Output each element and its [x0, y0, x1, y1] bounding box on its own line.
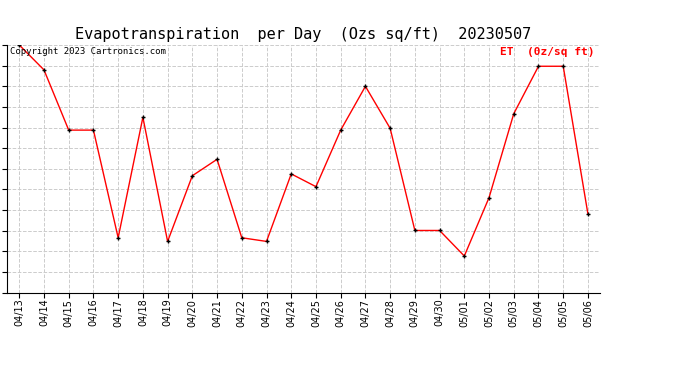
Point — [162, 238, 173, 244]
Point — [335, 127, 346, 133]
Point — [39, 67, 50, 73]
Point — [137, 114, 148, 120]
Point — [509, 111, 520, 117]
Point — [236, 235, 247, 241]
Point — [212, 156, 223, 162]
Point — [434, 228, 445, 234]
Point — [409, 228, 420, 234]
Point — [384, 125, 395, 131]
Point — [286, 171, 297, 177]
Point — [558, 63, 569, 69]
Point — [187, 173, 198, 179]
Point — [261, 238, 272, 244]
Point — [533, 63, 544, 69]
Text: Copyright 2023 Cartronics.com: Copyright 2023 Cartronics.com — [10, 48, 166, 57]
Point — [112, 235, 124, 241]
Point — [310, 184, 322, 190]
Point — [360, 83, 371, 89]
Title: Evapotranspiration  per Day  (Ozs sq/ft)  20230507: Evapotranspiration per Day (Ozs sq/ft) 2… — [75, 27, 532, 42]
Point — [63, 127, 75, 133]
Point — [14, 42, 25, 48]
Point — [88, 127, 99, 133]
Text: ET  (0z/sq ft): ET (0z/sq ft) — [500, 48, 594, 57]
Point — [459, 253, 470, 259]
Point — [582, 211, 593, 217]
Point — [484, 195, 495, 201]
